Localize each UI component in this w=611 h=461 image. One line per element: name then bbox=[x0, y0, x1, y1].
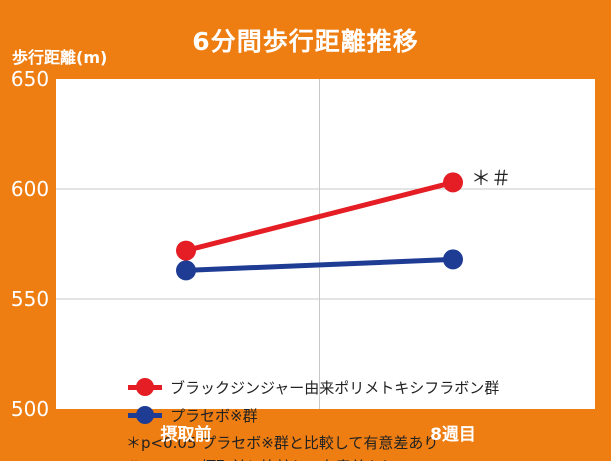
legend-marker-dot bbox=[136, 406, 154, 424]
series-line bbox=[185, 256, 454, 273]
legend-marker bbox=[126, 405, 164, 425]
y-tick-label: 500 bbox=[10, 397, 50, 421]
chart-svg bbox=[56, 79, 595, 409]
legend-item: ブラックジンジャー由来ポリメトキシフラボン群 bbox=[126, 375, 499, 399]
chart-title: 6分間歩行距離推移 bbox=[192, 27, 419, 56]
legend-marker-dot bbox=[136, 378, 154, 396]
footnote: ＃p<0.05 摂取前と比較して有意差あり bbox=[126, 455, 499, 461]
y-axis-label: 歩行距離(m) bbox=[12, 48, 108, 67]
legend-marker bbox=[126, 377, 164, 397]
legend-label: プラセボ※群 bbox=[170, 406, 258, 425]
footnote: ＊p<0.05 プラセボ※群と比較して有意差あり bbox=[126, 434, 439, 452]
legend-label: ブラックジンジャー由来ポリメトキシフラボン群 bbox=[170, 378, 500, 397]
legend-item: プラセボ※群 bbox=[126, 403, 499, 427]
significance-annotation: ＊＃ bbox=[471, 166, 511, 191]
plot-area: ＊＃ ブラックジンジャー由来ポリメトキシフラボン群 プラセボ※群 ＊p<0.05 プ… bbox=[56, 79, 595, 461]
data-point bbox=[443, 172, 463, 193]
data-point bbox=[176, 240, 196, 261]
legend: ブラックジンジャー由来ポリメトキシフラボン群 プラセボ※群 ＊p<0.05 プラセボ… bbox=[126, 375, 499, 461]
y-tick-label: 600 bbox=[10, 177, 50, 201]
data-point bbox=[443, 249, 463, 270]
x-tick-label: 摂取前 bbox=[160, 425, 212, 445]
data-point bbox=[176, 260, 196, 281]
series-line bbox=[185, 179, 454, 254]
x-tick-label: 8週目 bbox=[430, 425, 476, 445]
y-tick-label: 550 bbox=[10, 287, 50, 311]
y-tick-label: 650 bbox=[10, 67, 50, 91]
